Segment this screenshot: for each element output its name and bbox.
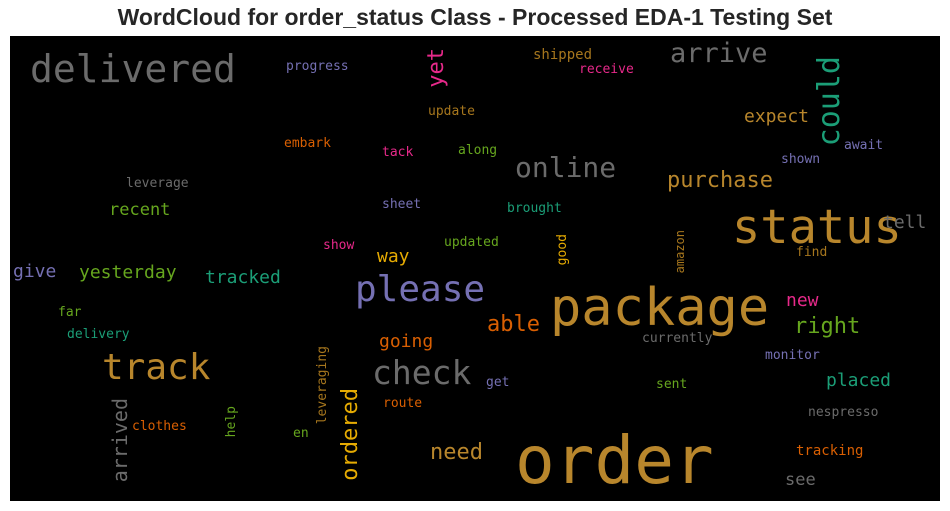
word-arrived: arrived [108, 398, 132, 483]
word-yet: yet [424, 48, 449, 88]
word-sent: sent [656, 377, 688, 392]
word-route: route [383, 396, 423, 411]
word-need: need [430, 440, 483, 465]
word-track: track [102, 347, 211, 388]
word-purchase: purchase [667, 168, 773, 193]
word-sheet: sheet [382, 197, 422, 212]
word-tracking: tracking [796, 443, 864, 459]
word-tracked: tracked [205, 267, 281, 288]
word-far: far [58, 305, 82, 320]
word-expect: expect [744, 106, 810, 127]
word-new: new [786, 290, 819, 311]
word-see: see [785, 470, 816, 490]
word-leveraging: leveraging [315, 346, 330, 425]
word-able: able [487, 312, 540, 337]
word-delivered: delivered [30, 47, 236, 91]
word-online: online [515, 151, 617, 184]
word-find: find [796, 245, 828, 260]
word-ordered: ordered [338, 388, 363, 481]
word-currently: currently [642, 331, 713, 346]
word-help: help [224, 406, 239, 438]
word-delivery: delivery [67, 327, 130, 342]
word-en: en [293, 426, 309, 441]
word-going: going [379, 331, 434, 352]
word-package: package [550, 278, 770, 338]
word-good: good [555, 234, 570, 266]
word-updated: updated [444, 235, 499, 250]
word-yesterday: yesterday [79, 262, 177, 283]
word-clothes: clothes [132, 419, 187, 434]
word-await: await [844, 138, 884, 153]
word-show: show [323, 238, 355, 253]
word-could: could [812, 56, 847, 147]
word-monitor: monitor [765, 348, 820, 363]
word-leverage: leverage [126, 176, 189, 191]
word-recent: recent [109, 200, 171, 220]
word-arrive: arrive [670, 38, 768, 69]
word-give: give [13, 261, 57, 282]
word-placed: placed [826, 370, 892, 391]
word-brought: brought [507, 201, 562, 216]
word-nespresso: nespresso [808, 405, 879, 420]
word-shipped: shipped [533, 47, 593, 63]
word-tell: tell [883, 212, 927, 233]
word-order: order [515, 422, 714, 499]
word-status: status [732, 200, 902, 255]
word-get: get [486, 375, 510, 390]
word-along: along [458, 143, 498, 158]
wordcloud-canvas: order package status delivered track please ch… [10, 36, 940, 501]
word-way: way [377, 246, 410, 267]
word-update: update [428, 104, 475, 119]
word-please: please [355, 269, 486, 310]
word-right: right [794, 314, 861, 339]
word-embark: embark [284, 136, 331, 151]
word-progress: progress [286, 59, 349, 74]
word-check: check [372, 353, 472, 392]
chart-title: WordCloud for order_status Class - Proce… [117, 4, 833, 30]
word-tack: tack [382, 145, 414, 160]
word-shown: shown [781, 152, 821, 167]
word-receive: receive [579, 62, 634, 77]
word-amazon: amazon [673, 230, 687, 274]
